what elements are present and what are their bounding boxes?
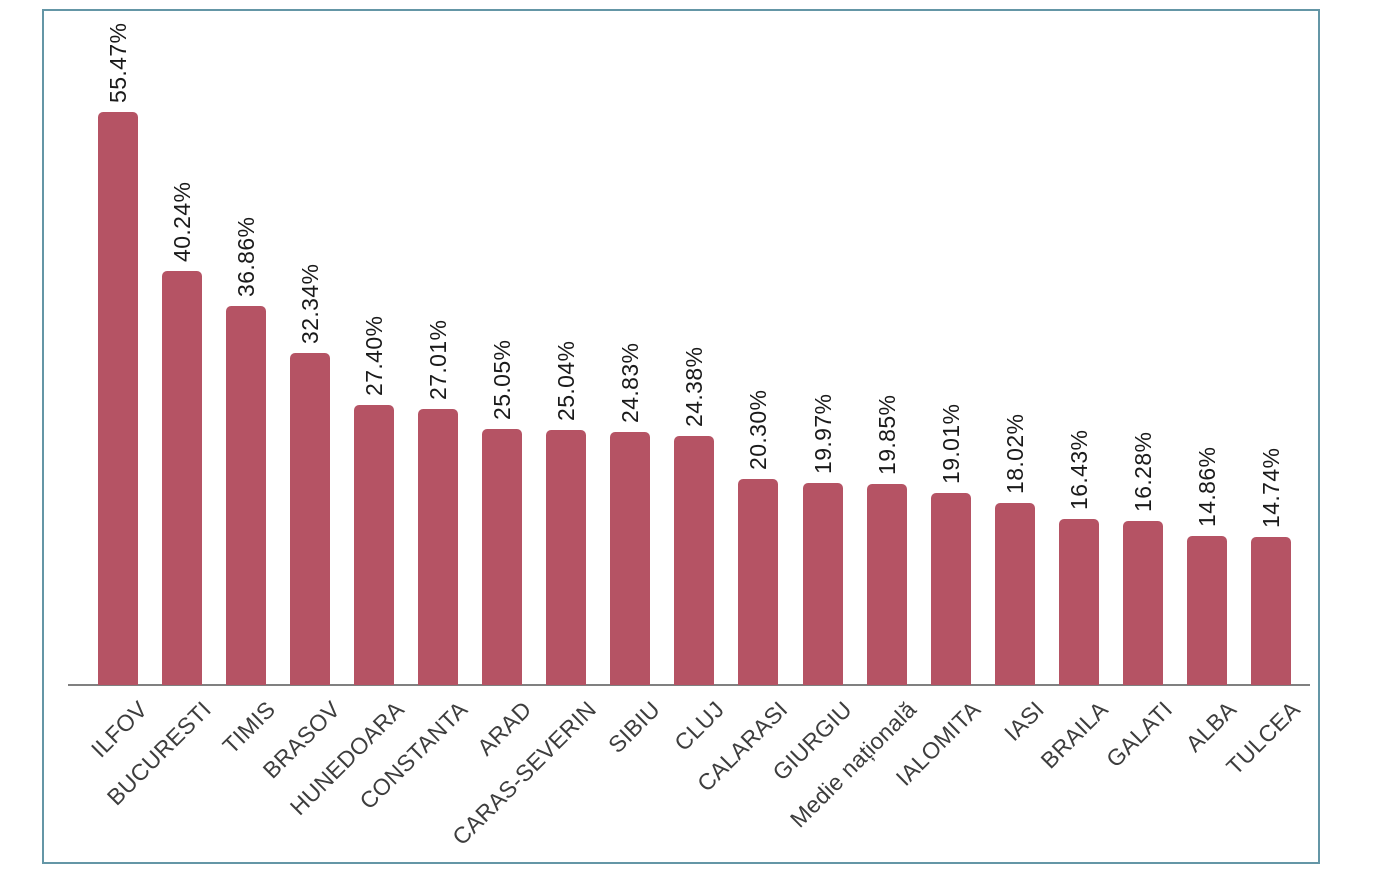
tick-slot: TULCEA (1221, 686, 1305, 864)
tick-slot: SIBIU (598, 686, 665, 864)
tick-slot: BUCURESTI (102, 686, 216, 864)
bar-slot: 19.97% (791, 11, 855, 685)
tick-slot: BRAILA (1036, 686, 1114, 864)
bar-value-label: 27.01% (425, 319, 452, 400)
bar-value-label: 19.97% (809, 393, 836, 474)
bar-slot: 18.02% (983, 11, 1047, 685)
bar-value-label: 25.05% (489, 339, 516, 420)
bar (1058, 519, 1099, 685)
x-axis-line (68, 684, 1310, 686)
bar-value-label: 19.01% (937, 403, 964, 484)
tick-slot: ALBA (1175, 686, 1242, 864)
bar (98, 112, 139, 685)
bar-slot: 16.28% (1111, 11, 1175, 685)
x-axis-tick-label: TIMIS (217, 696, 281, 759)
bar-value-label: 19.85% (873, 394, 900, 475)
bar-value-label: 24.38% (681, 346, 708, 427)
tick-slot: CARAS-SEVERIN (447, 686, 601, 864)
chart-frame: 55.47% 40.24% 36.86% 32.34% 27.40% 27.01% 25.0… (42, 9, 1320, 864)
bar-slot: 16.43% (1047, 11, 1111, 685)
bar (290, 353, 331, 685)
bar (482, 429, 523, 685)
bar (354, 405, 395, 685)
bar-slot: 27.40% (342, 11, 406, 685)
x-axis-tick-label: IASI (999, 696, 1050, 746)
bar-value-label: 16.43% (1065, 429, 1092, 510)
bar (546, 430, 587, 685)
x-axis-labels: ILFOV BUCURESTI TIMIS BRASOV HUNEDOARA CONSTA… (86, 686, 1305, 864)
bar-value-label: 14.74% (1257, 447, 1284, 528)
bar-value-label: 14.86% (1193, 446, 1220, 527)
bar-value-label: 16.28% (1129, 431, 1156, 512)
bar-slot: 25.05% (470, 11, 534, 685)
bar-value-label: 18.02% (1001, 413, 1028, 494)
bar (930, 493, 971, 685)
bar (1250, 537, 1291, 685)
tick-slot: GALATI (1101, 686, 1177, 864)
bar-value-label: 32.34% (297, 263, 324, 344)
bar-slot: 14.74% (1239, 11, 1303, 685)
x-axis-tick-label: ALBA (1180, 696, 1242, 757)
bar-slot: 19.01% (919, 11, 983, 685)
bar (226, 306, 267, 685)
bar-slot: 55.47% (86, 11, 150, 685)
bar-slot: 24.83% (598, 11, 662, 685)
x-axis-tick-label: GALATI (1100, 696, 1178, 773)
bar-slot: 27.01% (406, 11, 470, 685)
bar (1186, 536, 1227, 685)
bar-value-label: 27.40% (361, 315, 388, 396)
bar (802, 483, 843, 685)
bars-area: 55.47% 40.24% 36.86% 32.34% 27.40% 27.01% 25.0… (86, 11, 1303, 685)
x-axis-tick-label: BRAILA (1035, 696, 1114, 774)
bar (738, 479, 779, 685)
bar (674, 436, 715, 685)
bar (162, 271, 203, 685)
bar-value-label: 55.47% (105, 22, 132, 103)
bar-slot: 40.24% (150, 11, 214, 685)
bar-slot: 25.04% (534, 11, 598, 685)
bar-slot: 36.86% (214, 11, 278, 685)
x-axis-tick-label: SIBIU (602, 696, 665, 758)
bar (1122, 521, 1163, 685)
tick-slot: IALOMITA (890, 686, 985, 864)
bar-value-label: 25.04% (553, 340, 580, 421)
bar-slot: 32.34% (278, 11, 342, 685)
bar-slot: 14.86% (1175, 11, 1239, 685)
bar-value-label: 24.83% (617, 342, 644, 423)
tick-slot: IASI (983, 686, 1050, 864)
bar (994, 503, 1035, 685)
bar-value-label: 36.86% (233, 216, 260, 297)
bar (610, 432, 651, 685)
bar-slot: 20.30% (726, 11, 790, 685)
bar-slot: 24.38% (662, 11, 726, 685)
x-axis-tick-label: CLUJ (668, 696, 729, 756)
bar-slot: 19.85% (855, 11, 919, 685)
bar-value-label: 20.30% (745, 389, 772, 470)
bar (866, 484, 907, 685)
bar (418, 409, 459, 685)
bar-value-label: 40.24% (169, 181, 196, 262)
